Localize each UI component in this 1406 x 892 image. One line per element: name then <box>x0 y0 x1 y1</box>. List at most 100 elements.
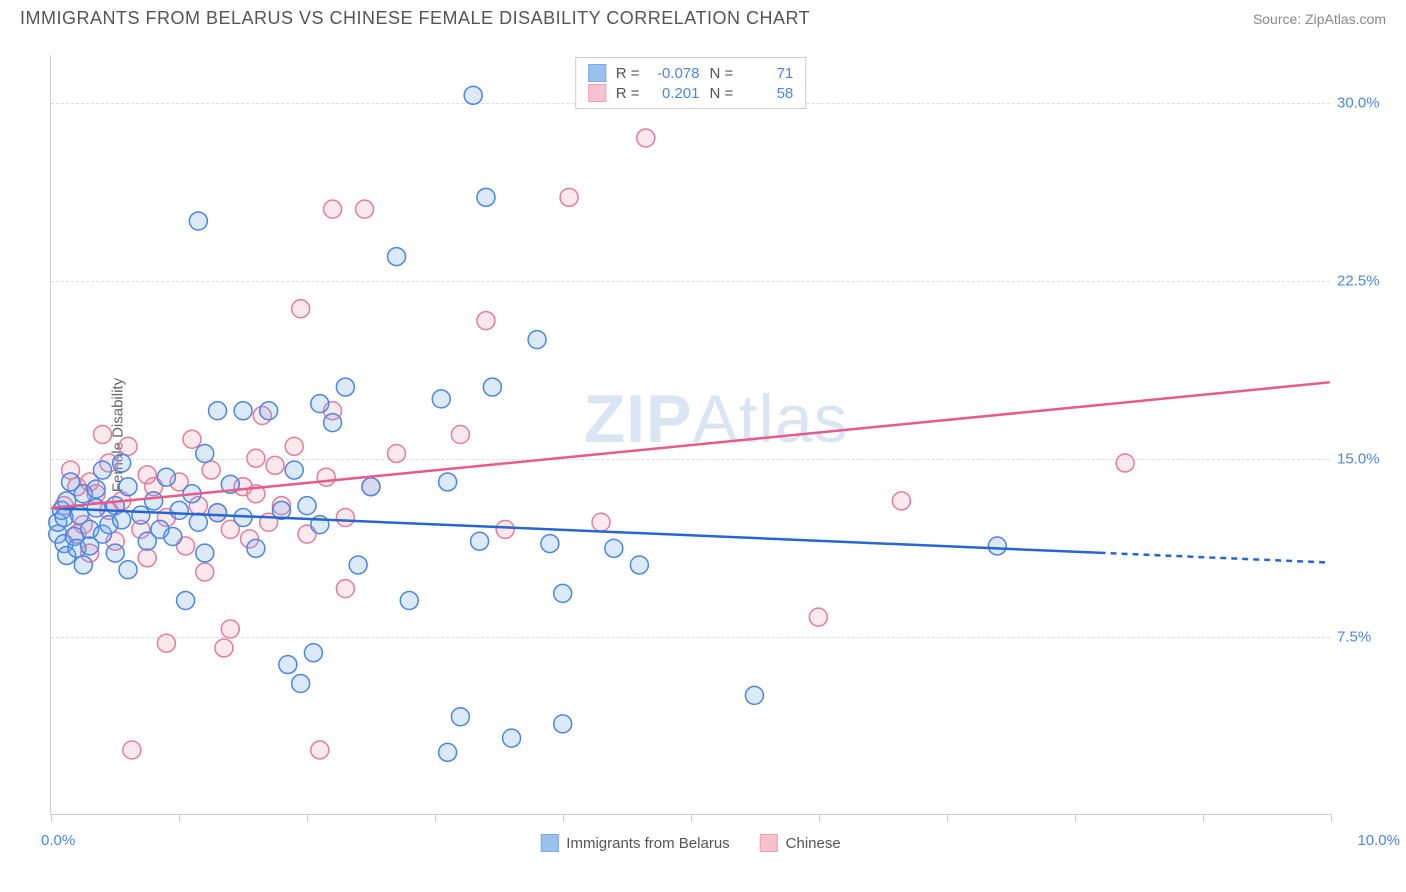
x-tick <box>819 814 820 822</box>
data-point <box>157 634 175 652</box>
data-point <box>87 480 105 498</box>
data-point <box>119 478 137 496</box>
data-point <box>477 188 495 206</box>
data-point <box>221 620 239 638</box>
x-tick <box>307 814 308 822</box>
data-point <box>592 513 610 531</box>
data-point <box>196 563 214 581</box>
data-point <box>528 331 546 349</box>
data-point <box>157 468 175 486</box>
data-point <box>138 549 156 567</box>
data-point <box>362 478 380 496</box>
data-point <box>113 511 131 529</box>
data-point <box>304 644 322 662</box>
data-point <box>74 556 92 574</box>
y-tick-label: 30.0% <box>1337 94 1392 111</box>
data-point <box>196 544 214 562</box>
data-point <box>279 656 297 674</box>
data-point <box>260 402 278 420</box>
x-tick <box>51 814 52 822</box>
x-tick <box>1075 814 1076 822</box>
data-point <box>324 200 342 218</box>
x-tick <box>691 814 692 822</box>
data-point <box>285 437 303 455</box>
data-point <box>451 426 469 444</box>
data-point <box>311 741 329 759</box>
data-point <box>132 506 150 524</box>
data-point <box>1116 454 1134 472</box>
data-point <box>93 461 111 479</box>
x-tick <box>179 814 180 822</box>
data-point <box>387 444 405 462</box>
y-tick-label: 15.0% <box>1337 450 1392 467</box>
legend-label: Immigrants from Belarus <box>566 835 729 852</box>
data-point <box>432 390 450 408</box>
data-point <box>106 544 124 562</box>
legend-swatch-belarus <box>588 64 606 82</box>
data-point <box>451 708 469 726</box>
data-point <box>93 426 111 444</box>
data-point <box>170 501 188 519</box>
data-point <box>554 584 572 602</box>
data-point <box>119 437 137 455</box>
data-point <box>317 468 335 486</box>
data-point <box>311 395 329 413</box>
data-point <box>209 504 227 522</box>
chart-title: IMMIGRANTS FROM BELARUS VS CHINESE FEMAL… <box>20 8 810 29</box>
data-point <box>439 743 457 761</box>
x-tick <box>563 814 564 822</box>
data-point <box>247 539 265 557</box>
data-point <box>471 532 489 550</box>
data-point <box>477 312 495 330</box>
legend-stats: R = -0.078 N = 71 R = 0.201 N = 58 <box>575 57 807 109</box>
data-point <box>292 300 310 318</box>
data-point <box>234 402 252 420</box>
data-point <box>336 378 354 396</box>
data-point <box>745 686 763 704</box>
x-tick <box>1331 814 1332 822</box>
data-point <box>87 499 105 517</box>
data-point <box>183 430 201 448</box>
x-tick <box>947 814 948 822</box>
x-tick <box>1203 814 1204 822</box>
data-point <box>637 129 655 147</box>
data-point <box>247 449 265 467</box>
data-point <box>189 212 207 230</box>
data-point <box>605 539 623 557</box>
legend-swatch-belarus <box>540 834 558 852</box>
data-point <box>892 492 910 510</box>
data-point <box>164 528 182 546</box>
data-point <box>266 456 284 474</box>
scatter-plot <box>51 55 1330 814</box>
data-point <box>349 556 367 574</box>
data-point <box>202 461 220 479</box>
legend-series: Immigrants from Belarus Chinese <box>540 834 840 852</box>
data-point <box>123 741 141 759</box>
legend-label: Chinese <box>786 835 841 852</box>
legend-swatch-chinese <box>588 84 606 102</box>
data-point <box>554 715 572 733</box>
legend-stats-row: R = -0.078 N = 71 <box>588 64 794 82</box>
data-point <box>630 556 648 574</box>
data-point <box>439 473 457 491</box>
source-label: Source: ZipAtlas.com <box>1253 11 1386 27</box>
y-tick-label: 7.5% <box>1337 628 1392 645</box>
data-point <box>324 414 342 432</box>
data-point <box>215 639 233 657</box>
data-point <box>503 729 521 747</box>
data-point <box>483 378 501 396</box>
data-point <box>560 188 578 206</box>
data-point <box>196 444 214 462</box>
x-axis-min-label: 0.0% <box>41 832 75 849</box>
data-point <box>209 402 227 420</box>
data-point <box>336 509 354 527</box>
data-point <box>292 675 310 693</box>
data-point <box>496 520 514 538</box>
x-tick <box>435 814 436 822</box>
trend-line-extrapolated <box>1100 553 1330 563</box>
data-point <box>809 608 827 626</box>
data-point <box>464 86 482 104</box>
data-point <box>387 248 405 266</box>
data-point <box>541 535 559 553</box>
y-tick-label: 22.5% <box>1337 272 1392 289</box>
